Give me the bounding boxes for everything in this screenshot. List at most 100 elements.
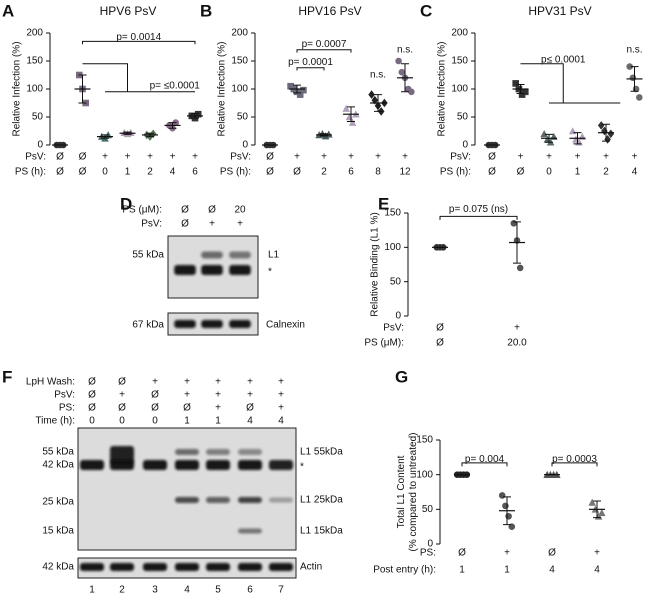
row-label: PsV: [230,152,251,163]
blot-membrane [77,427,297,551]
blot-band [143,563,167,571]
data-point [598,509,606,517]
size-marker: 42 kDa [42,460,74,471]
row-value: Ø [458,548,466,559]
row-value: + [632,152,638,163]
row-value: + [546,152,552,163]
row-label: Post entry (h): [373,565,436,576]
blot-band [80,563,104,571]
panel-letter: B [200,1,212,20]
lane-number: 2 [119,585,125,596]
y-tick-label: 150 [416,435,433,446]
data-point [149,129,157,139]
data-point [568,127,577,135]
row-value: 1 [504,565,510,576]
y-axis-label: Total L1 Content(% compared to untreated… [396,433,419,552]
row-value: 20 [234,205,246,216]
row-value: + [278,377,284,388]
blot-band [175,497,199,503]
row-label: PS (μM): [364,338,404,349]
y-tick-label: 50 [237,112,249,123]
row-value: Ø [88,377,96,388]
panel-letter: E [378,194,389,213]
panel-title: HPV6 PsV [100,4,157,18]
y-tick-label: 200 [26,28,43,39]
data-point [371,95,379,105]
row-value: + [209,219,215,230]
size-marker: 15 kDa [42,526,74,537]
row-label: Time (h): [35,416,75,427]
blot-band [175,563,199,571]
row-label: PS (h): [15,167,46,178]
lane-number: 7 [278,585,284,596]
data-point [398,68,406,76]
y-tick-label: 150 [384,208,401,219]
band-label: Actin [300,562,322,573]
row-value: + [152,377,158,388]
blot-band [229,251,251,259]
row-value: Ø [151,390,159,401]
error-bar [101,134,109,139]
row-label: PS: [59,403,75,414]
bracket [551,462,598,467]
error-bar [123,131,132,135]
data-point [296,91,304,98]
blot-band [175,460,199,470]
band-label: L1 25kDa [300,495,343,506]
row-label: PS (μM): [122,205,162,216]
row-value: Ø [79,167,87,178]
error-bar [516,84,525,94]
annotation: p= ≤0.0001 [150,80,201,91]
data-point [408,88,415,96]
bracket [439,215,518,220]
row-value: Ø [151,403,159,414]
error-bar [401,63,409,93]
lane-number: 3 [152,585,158,596]
y-axis-label-line: (% compared to untreated) [408,433,419,552]
band-label: * [268,267,272,278]
row-value: + [278,390,284,401]
row-value: Ø [118,403,126,414]
row-value: + [603,152,609,163]
bracket [296,67,325,71]
row-value: 0 [152,416,158,427]
data-point [540,130,548,138]
data-point [626,63,633,70]
data-point [607,129,615,139]
blot-band [238,449,262,455]
error-bar [168,122,177,129]
size-marker: 67 kDa [132,320,164,331]
blot-band [174,320,196,328]
row-value: + [184,390,190,401]
row-value: 4 [594,565,600,576]
data-point [636,94,643,101]
bracket [82,40,196,45]
data-point [512,80,519,87]
row-label: PsV: [25,152,46,163]
error-bar [146,132,154,138]
row-value: Ø [181,219,189,230]
data-point [505,512,512,520]
data-point [498,492,506,499]
row-value: + [321,152,327,163]
y-tick-label: 0 [427,539,433,550]
blot-band [238,497,262,503]
data-point [368,90,375,99]
row-value: Ø [208,205,216,216]
row-value: + [184,377,190,388]
error-bar [78,74,87,104]
row-value: + [594,548,600,559]
blot-band [269,497,293,503]
row-label: PsV: [383,323,404,334]
row-value: Ø [181,205,189,216]
error-bar [503,496,511,526]
panel-title: HPV31 PsV [528,4,591,18]
row-value: 4 [632,167,638,178]
lane-number: 1 [89,585,95,596]
row-value: 2 [147,167,153,178]
blot-band [143,460,167,470]
data-point [510,220,518,227]
error-bar [602,123,610,142]
row-value: Ø [266,167,274,178]
size-marker: 25 kDa [42,497,74,508]
